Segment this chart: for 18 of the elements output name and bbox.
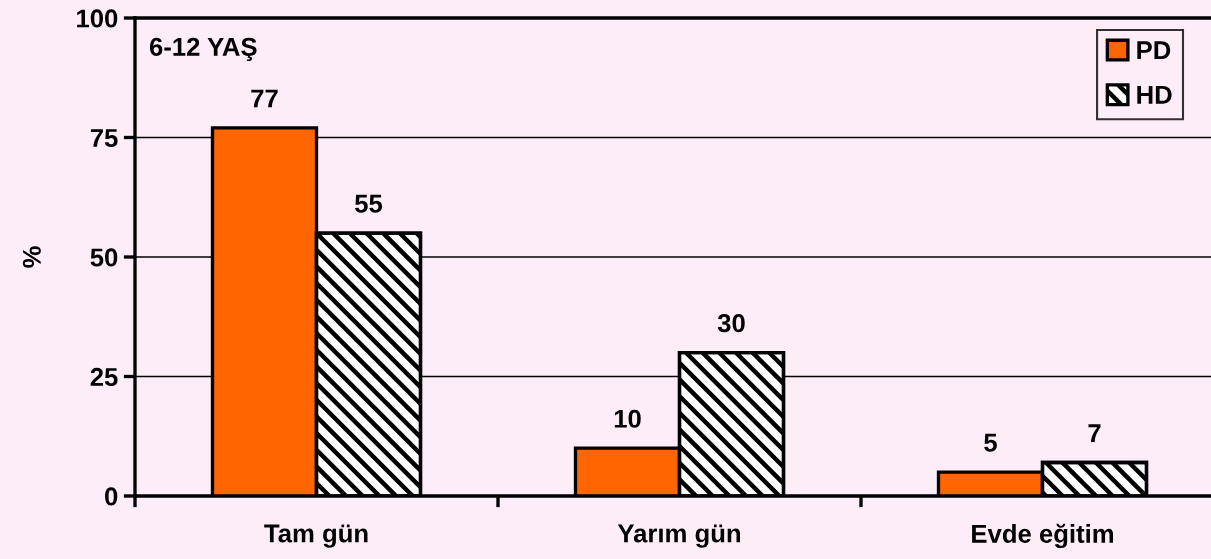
data-label: 77 bbox=[251, 89, 278, 108]
text: 6-12 YAŞ bbox=[149, 37, 257, 62]
data-label: 5 bbox=[984, 433, 997, 452]
x-tick-label: Yarım gün bbox=[617, 524, 741, 548]
y-tick-label: 25 bbox=[90, 367, 118, 387]
y-axis-title: % bbox=[22, 246, 41, 268]
y-tick-label: 0 bbox=[105, 487, 118, 506]
legend-label: HD bbox=[1137, 86, 1172, 104]
legend-label: PD bbox=[1137, 41, 1171, 60]
data-label: 55 bbox=[355, 194, 383, 213]
data-label: 30 bbox=[717, 314, 745, 333]
x-tick-label: Evde eğitim bbox=[972, 523, 1114, 549]
y-tick-label: 100 bbox=[77, 9, 118, 28]
x-tick-label: Tam gün bbox=[264, 524, 368, 548]
data-label: 10 bbox=[614, 409, 641, 428]
y-tick-label: 75 bbox=[90, 129, 118, 148]
y-tick-label: 50 bbox=[90, 248, 118, 267]
data-label: 7 bbox=[1088, 424, 1101, 442]
